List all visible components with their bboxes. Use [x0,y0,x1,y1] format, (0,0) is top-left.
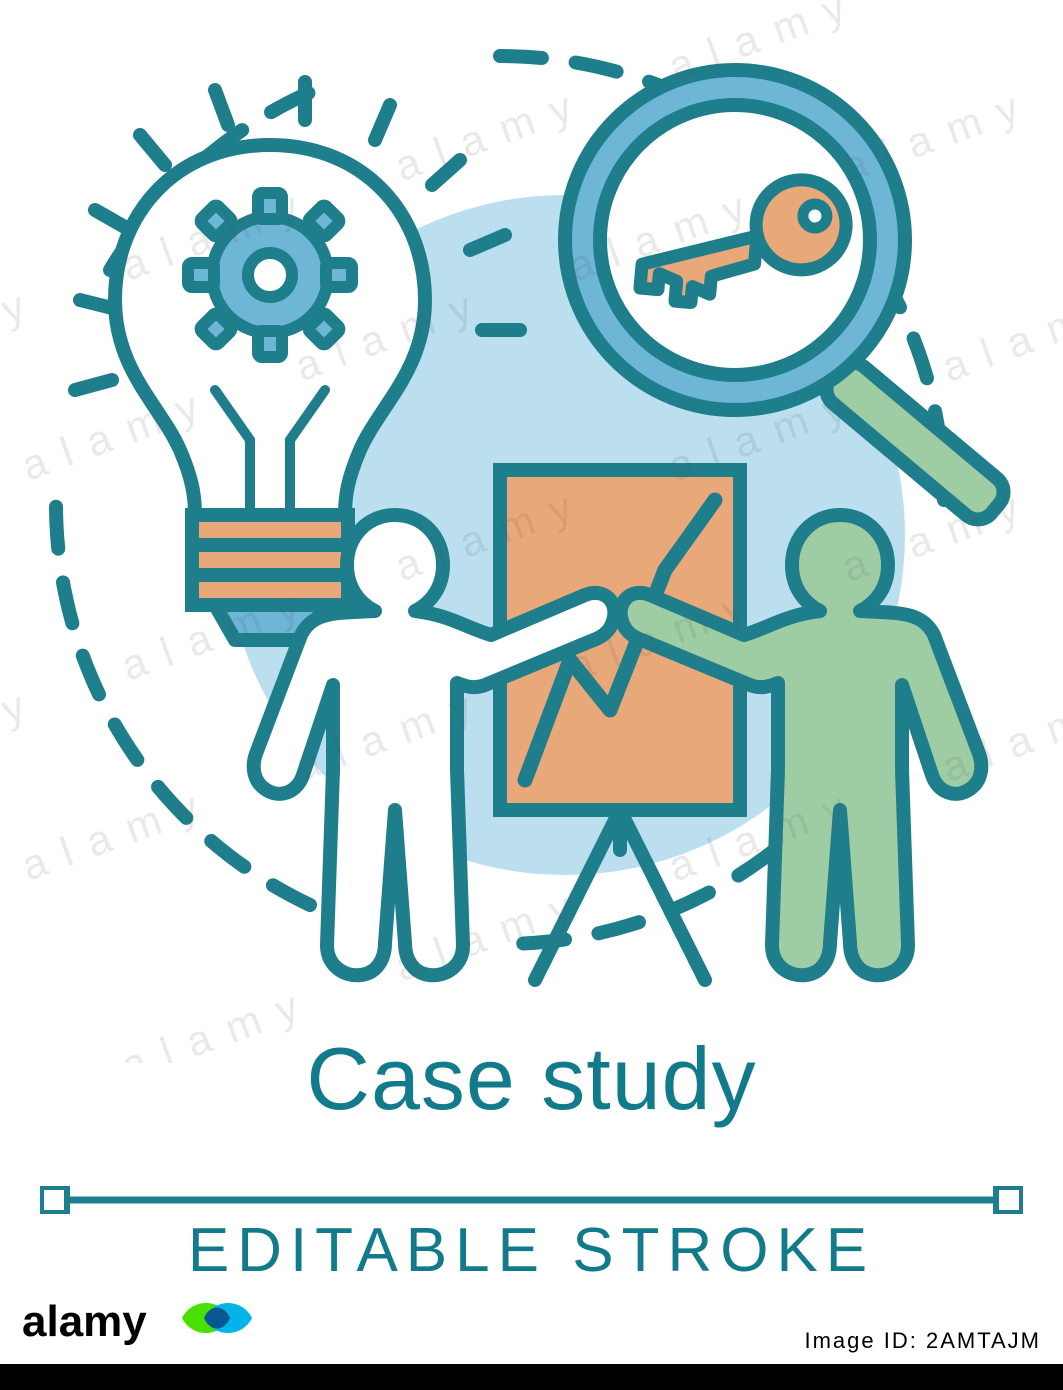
divider-line [40,1186,1023,1214]
presentation-board-icon [500,470,740,980]
illustration-title: Case study [0,1028,1063,1130]
case-study-illustration [0,0,1063,1063]
footer-bar [0,1364,1063,1390]
image-id-label: Image ID: 2AMTAJM [804,1328,1041,1354]
stock-site-logo: alamy [22,1294,282,1354]
illustration-subtitle: EDITABLE STROKE [0,1215,1063,1286]
svg-text:alamy: alamy [22,1297,147,1346]
infographic-canvas: alamy alamy alamy alamy alamy alamy alam… [0,0,1063,1390]
gear-icon [188,193,352,357]
